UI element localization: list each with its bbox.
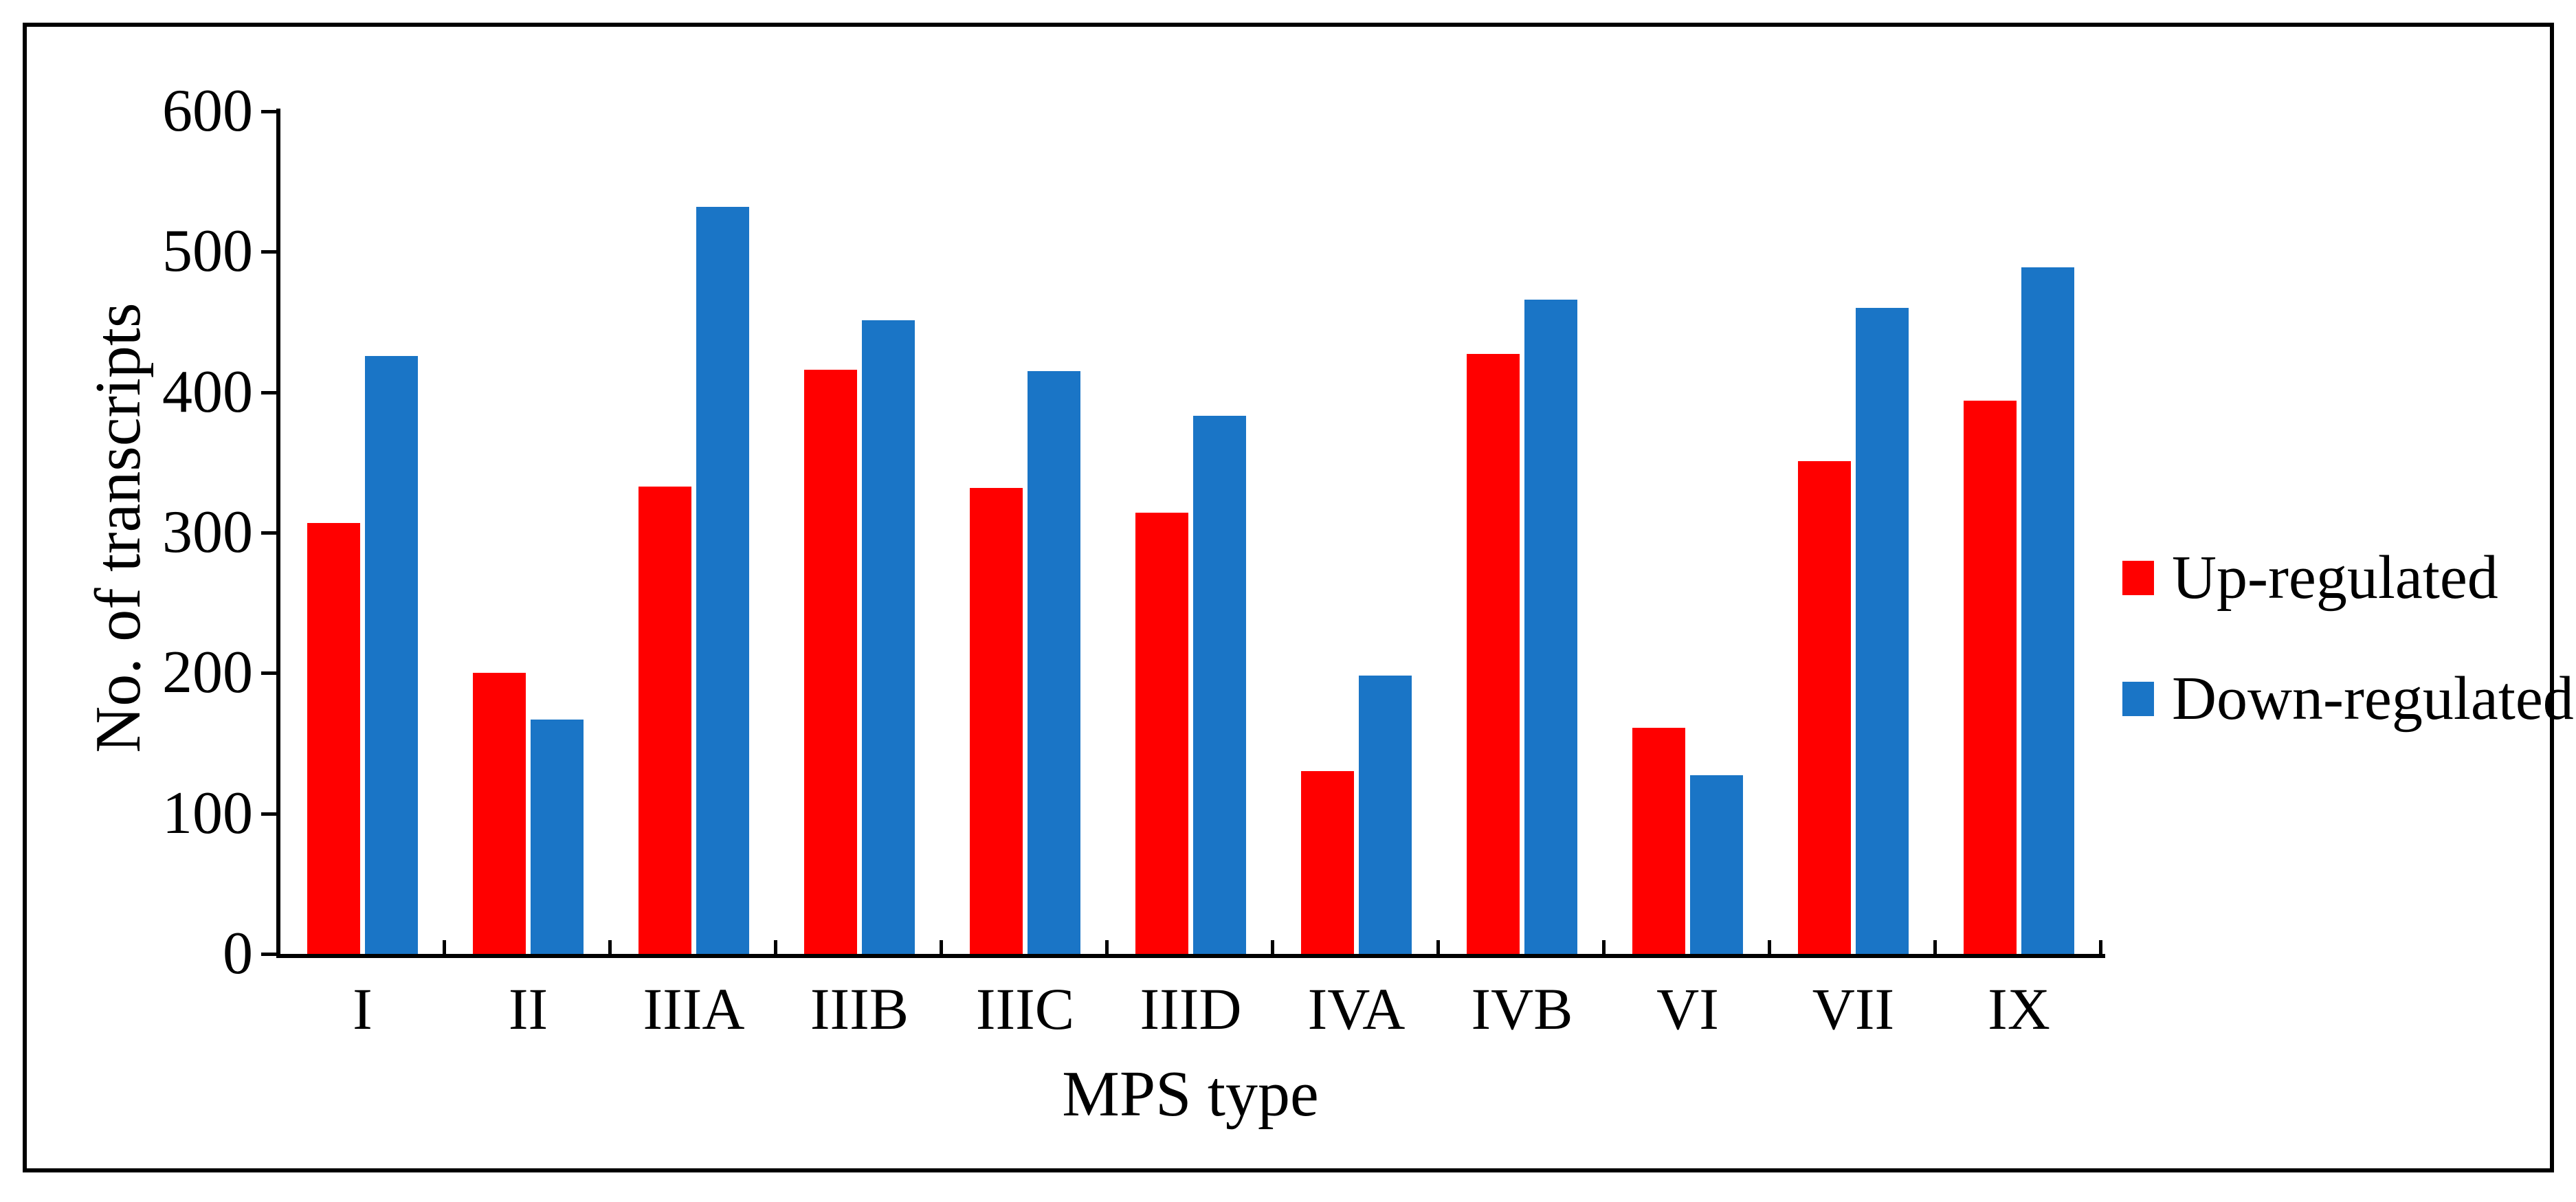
x-axis-tick: [940, 940, 943, 954]
x-axis-line: [276, 954, 2105, 958]
y-axis-tick: [261, 812, 276, 816]
bar-up-regulated-VI: [1632, 728, 1685, 954]
y-tick-label: 0: [223, 920, 253, 987]
bar-down-regulated-IVB: [1524, 299, 1577, 954]
y-axis-tick: [261, 390, 276, 394]
bar-down-regulated-I: [365, 355, 418, 954]
x-axis-tick: [1768, 940, 1771, 954]
y-axis-title: No. of transcripts: [82, 302, 154, 753]
up-regulated-swatch: [2122, 561, 2154, 595]
y-tick-label: 500: [162, 218, 253, 285]
x-axis-tick: [1602, 940, 1606, 954]
bar-down-regulated-IX: [2021, 267, 2074, 954]
y-axis-tick: [261, 671, 276, 676]
y-tick-label: 200: [162, 639, 253, 706]
x-category-label: I: [353, 976, 373, 1042]
legend-label-down-regulated: Down-regulated: [2172, 665, 2574, 733]
x-axis-tick: [1271, 940, 1274, 954]
bar-up-regulated-IX: [1964, 400, 2017, 954]
y-axis-tick: [261, 110, 276, 113]
x-category-label: IX: [1988, 976, 2050, 1042]
y-tick-label: 100: [162, 779, 253, 847]
bar-up-regulated-IIIA: [639, 486, 691, 954]
x-category-label: IIIA: [643, 976, 745, 1042]
bar-up-regulated-IVA: [1301, 771, 1354, 954]
bar-up-regulated-II: [473, 673, 526, 954]
x-axis-tick: [608, 940, 612, 954]
bar-up-regulated-IIID: [1135, 513, 1188, 954]
figure-border: [23, 23, 2554, 1172]
legend-item-up-regulated: Up-regulated: [2122, 545, 2498, 611]
x-axis-tick: [1933, 940, 1937, 954]
bar-down-regulated-IVA: [1359, 676, 1412, 954]
x-axis-tick: [774, 940, 777, 954]
y-tick-label: 300: [162, 499, 253, 566]
x-category-label: IIIB: [810, 976, 909, 1042]
y-tick-label: 600: [162, 78, 253, 144]
bar-up-regulated-IIIC: [970, 487, 1023, 954]
x-category-label: IIIC: [975, 976, 1075, 1042]
x-category-label: IIID: [1140, 976, 1242, 1042]
x-category-label: VII: [1812, 976, 1895, 1042]
bar-up-regulated-IVB: [1467, 354, 1520, 954]
x-axis-tick: [2099, 940, 2102, 954]
bar-down-regulated-IIIB: [862, 320, 915, 954]
bar-down-regulated-II: [531, 719, 584, 954]
bar-down-regulated-IIID: [1193, 416, 1246, 954]
bar-up-regulated-IIIB: [804, 369, 857, 954]
x-category-label: IVA: [1307, 976, 1406, 1042]
y-axis-line: [276, 109, 280, 958]
bar-down-regulated-VII: [1856, 308, 1909, 954]
bar-down-regulated-VI: [1690, 775, 1743, 954]
bar-up-regulated-I: [307, 522, 360, 954]
y-axis-tick: [261, 531, 276, 535]
down-regulated-swatch: [2122, 682, 2154, 716]
x-category-label: VI: [1656, 976, 1719, 1042]
x-axis-tick: [1436, 940, 1440, 954]
y-axis-tick: [261, 953, 276, 956]
legend-item-down-regulated: Down-regulated: [2122, 666, 2574, 732]
x-category-label: II: [508, 976, 548, 1042]
legend-label-up-regulated: Up-regulated: [2172, 544, 2498, 612]
bar-down-regulated-IIIC: [1028, 371, 1080, 954]
y-axis-tick: [261, 250, 276, 254]
bar-down-regulated-IIIA: [696, 206, 749, 954]
x-category-label: IVB: [1471, 976, 1573, 1042]
bar-up-regulated-VII: [1798, 460, 1851, 954]
y-tick-label: 400: [162, 358, 253, 425]
x-axis-title: MPS type: [1062, 1058, 1319, 1130]
x-axis-tick: [1105, 940, 1109, 954]
x-axis-tick: [443, 940, 446, 954]
